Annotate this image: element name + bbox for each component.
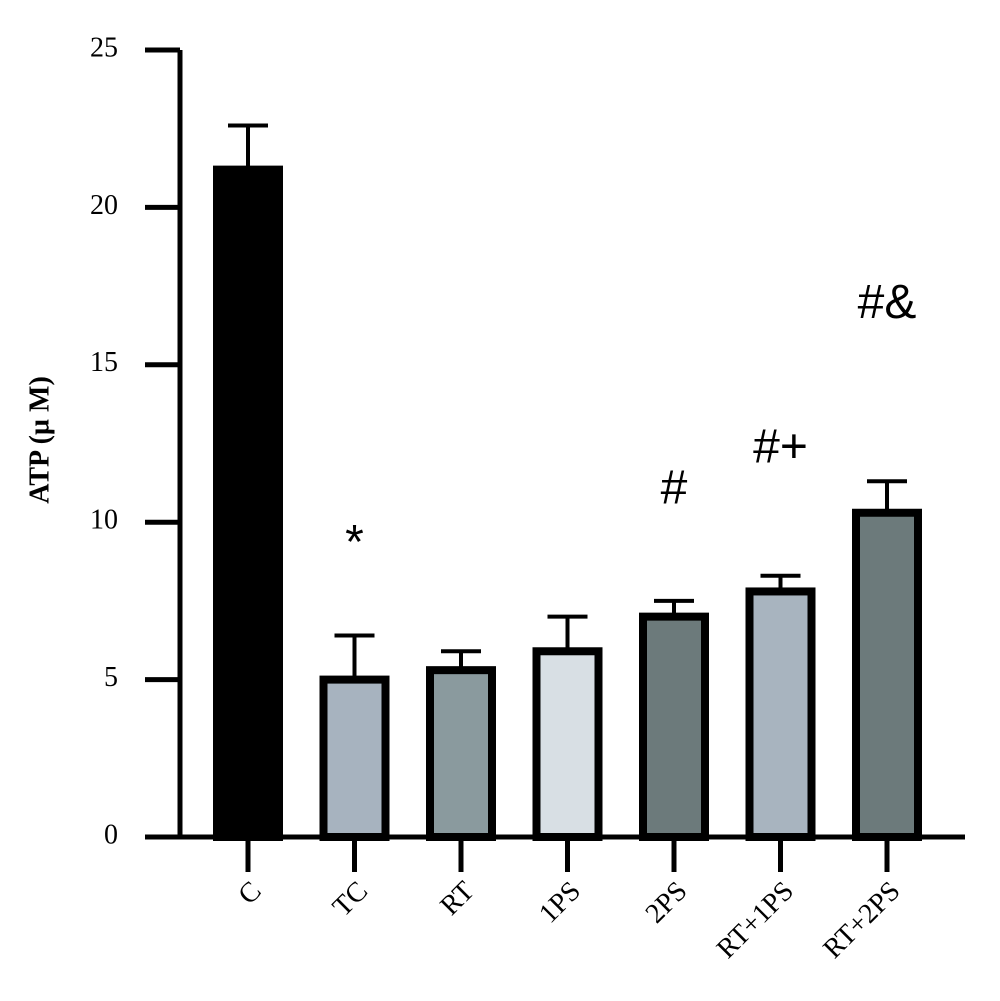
bar [852,508,922,841]
bar [213,165,283,841]
x-tick-label: 1PS [533,876,587,930]
x-tick-label: TC [327,876,374,923]
bar [639,612,709,842]
bar [532,647,603,841]
y-tick-label: 20 [90,190,118,221]
bar [745,587,816,841]
x-tick-label: RT+2PS [817,876,906,965]
annotation: #& [858,276,917,329]
bar [426,666,496,841]
annotation: #+ [753,420,808,473]
x-tick-label: RT [434,876,480,922]
annotation: # [661,462,688,515]
annotation: * [345,516,364,569]
bar [319,675,390,841]
y-tick-label: 10 [90,505,118,536]
y-tick-label: 15 [90,347,118,378]
y-tick-label: 0 [104,819,118,850]
x-tick-label: RT+1PS [711,876,800,965]
x-tick-label: C [232,876,267,911]
y-tick-label: 5 [104,662,118,693]
y-tick-label: 25 [90,32,118,63]
x-tick-label: 2PS [640,876,694,930]
y-axis-label: ATP (µ M) [24,376,55,504]
